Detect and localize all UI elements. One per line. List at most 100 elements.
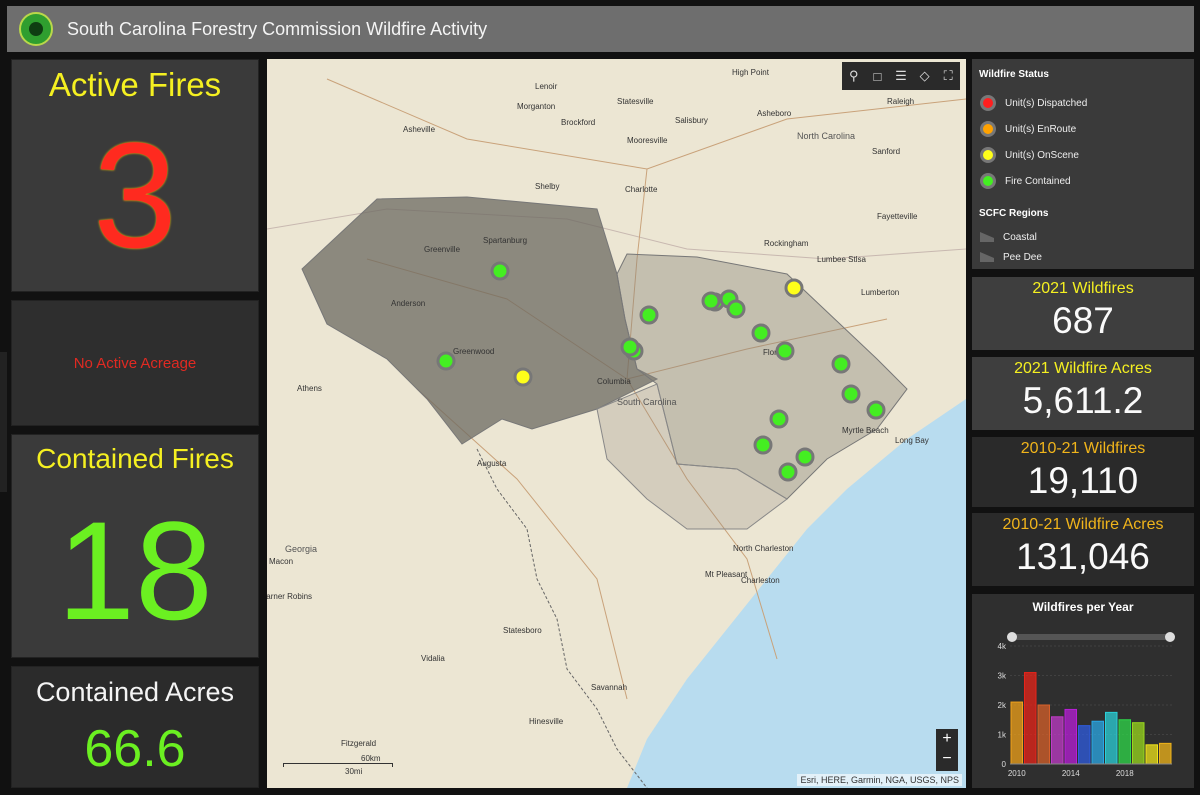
ocean: [627, 399, 966, 788]
active-fires-panel: Active Fires 3: [11, 59, 259, 292]
fire-marker-onscene[interactable]: [784, 278, 804, 298]
fire-marker-contained[interactable]: [726, 299, 746, 319]
zoom-in-button[interactable]: +: [942, 730, 952, 747]
bar: [1091, 720, 1104, 765]
place-label: Greenwood: [453, 347, 494, 356]
fire-markers[interactable]: [436, 261, 886, 482]
bar: [1051, 716, 1064, 765]
place-label: Long Bay: [895, 436, 929, 445]
stat-value: 19,110: [1027, 460, 1139, 501]
y-tick-label: 2k: [998, 701, 1007, 710]
range-slider-handle-end: [1165, 632, 1175, 642]
wildfires-per-year-chart: Wildfires per Year 0 1k 2k 3k 4k 2010 2014 2018: [972, 594, 1194, 788]
place-label: Morganton: [517, 102, 555, 111]
tree-icon: [29, 22, 43, 36]
side-panel-toggle[interactable]: [0, 352, 7, 492]
place-label: Warner Robins: [267, 592, 312, 601]
place-label: Charleston: [741, 576, 780, 585]
place-label: Rockingham: [764, 239, 809, 248]
bar: [1024, 672, 1037, 765]
bookmark-icon[interactable]: □: [873, 68, 882, 84]
fire-marker-contained[interactable]: [775, 341, 795, 361]
x-tick-label: 2014: [1062, 769, 1080, 778]
state-border-ga: [476, 448, 648, 788]
place-label: Vidalia: [421, 654, 445, 663]
bar: [1010, 701, 1023, 765]
active-fires-label: Active Fires: [48, 66, 222, 103]
place-labels: High Point Raleigh Lenoir Statesville As…: [267, 68, 929, 748]
place-label: Salisbury: [675, 116, 708, 125]
place-label: Shelby: [535, 182, 559, 191]
place-label: Columbia: [597, 377, 631, 386]
place-label: Georgia: [285, 544, 317, 554]
legend-item-enroute: Unit(s) EnRoute: [980, 116, 1194, 142]
app-header: South Carolina Forestry Commission Wildf…: [7, 6, 1194, 52]
scale-mi: 30mi: [345, 767, 363, 776]
scale-line: [283, 763, 393, 767]
place-label: Fayetteville: [877, 212, 918, 221]
zoom-out-button[interactable]: −: [942, 750, 952, 767]
fire-marker-contained[interactable]: [436, 351, 456, 371]
fire-marker-contained[interactable]: [866, 400, 886, 420]
place-label: Raleigh: [887, 97, 914, 106]
legend-item-dispatched: Unit(s) Dispatched: [980, 90, 1194, 116]
legend-label: Unit(s) EnRoute: [1005, 123, 1077, 135]
fire-marker-contained[interactable]: [490, 261, 510, 281]
place-label: North Carolina: [797, 131, 855, 141]
fire-marker-contained[interactable]: [753, 435, 773, 455]
fire-marker-contained[interactable]: [701, 291, 721, 311]
y-tick-label: 1k: [998, 731, 1007, 740]
contained-acres-panel: Contained Acres 66.6: [11, 666, 259, 788]
place-label: Hinesville: [529, 717, 564, 726]
legend-region-coastal: Coastal: [980, 227, 1194, 247]
zoom-control: + −: [936, 729, 958, 771]
bar: [1132, 722, 1145, 765]
region-swatch-icon: [980, 252, 994, 262]
region-pee-dee[interactable]: [616, 253, 908, 500]
search-icon[interactable]: ⚲: [849, 68, 859, 83]
fire-marker-contained[interactable]: [620, 337, 640, 357]
contained-fires-panel: Contained Fires 18: [11, 434, 259, 658]
fullscreen-icon[interactable]: ⛶: [943, 68, 953, 83]
fire-marker-contained[interactable]: [841, 384, 861, 404]
status-dot-icon: [980, 95, 996, 111]
layer-list-icon[interactable]: ☰: [895, 68, 907, 83]
stat-label: 2010-21 Wildfire Acres: [1002, 516, 1164, 533]
y-tick-label: 3k: [998, 672, 1007, 681]
bar: [1118, 719, 1131, 765]
fire-marker-contained[interactable]: [769, 409, 789, 429]
fire-marker-contained[interactable]: [831, 354, 851, 374]
range-slider-handle-start: [1007, 632, 1017, 642]
scfc-logo: [19, 12, 53, 46]
fire-marker-contained[interactable]: [795, 447, 815, 467]
place-label: High Point: [732, 68, 770, 77]
status-dot-icon: [980, 147, 996, 163]
place-label: Anderson: [391, 299, 425, 308]
place-label: Lumbee Stlsa: [817, 255, 866, 264]
regions-title: SCFC Regions: [979, 208, 1049, 219]
stat-2010-21-wildfires: 2010-21 Wildfires 19,110: [972, 437, 1194, 507]
map-canvas[interactable]: High Point Raleigh Lenoir Statesville As…: [267, 59, 966, 788]
place-label: Statesville: [617, 97, 654, 106]
contained-acres-label: Contained Acres: [35, 677, 235, 707]
fire-marker-contained[interactable]: [639, 305, 659, 325]
place-label: Fitzgerald: [341, 739, 376, 748]
legend-label: Fire Contained: [1005, 175, 1071, 187]
place-label: Charlotte: [625, 185, 658, 194]
legend-region-pee-dee: Pee Dee: [980, 247, 1194, 267]
fire-marker-onscene[interactable]: [513, 367, 533, 387]
fire-marker-contained[interactable]: [778, 462, 798, 482]
place-label: Statesboro: [503, 626, 542, 635]
place-label: Macon: [269, 557, 293, 566]
page-title: South Carolina Forestry Commission Wildf…: [67, 18, 488, 39]
fire-marker-contained[interactable]: [751, 323, 771, 343]
basemap-icon[interactable]: ◇: [919, 68, 930, 83]
scale-bar: 60km 30mi: [283, 754, 393, 776]
place-label: Augusta: [477, 459, 507, 468]
region-coastal[interactable]: [596, 383, 788, 530]
scale-km: 60km: [361, 754, 381, 763]
wildfire-map[interactable]: High Point Raleigh Lenoir Statesville As…: [267, 59, 966, 788]
bar: [1105, 711, 1118, 765]
bar: [1078, 725, 1091, 765]
region-piedmont[interactable]: [301, 196, 659, 445]
